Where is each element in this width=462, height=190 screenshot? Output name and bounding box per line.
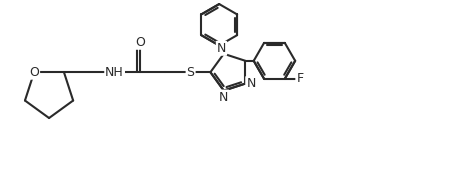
Text: N: N bbox=[217, 42, 226, 55]
Text: N: N bbox=[219, 91, 229, 104]
Text: S: S bbox=[187, 66, 195, 79]
Text: N: N bbox=[246, 77, 255, 90]
Text: F: F bbox=[297, 72, 304, 85]
Text: O: O bbox=[135, 36, 145, 49]
Text: O: O bbox=[29, 66, 39, 79]
Text: NH: NH bbox=[105, 66, 124, 79]
